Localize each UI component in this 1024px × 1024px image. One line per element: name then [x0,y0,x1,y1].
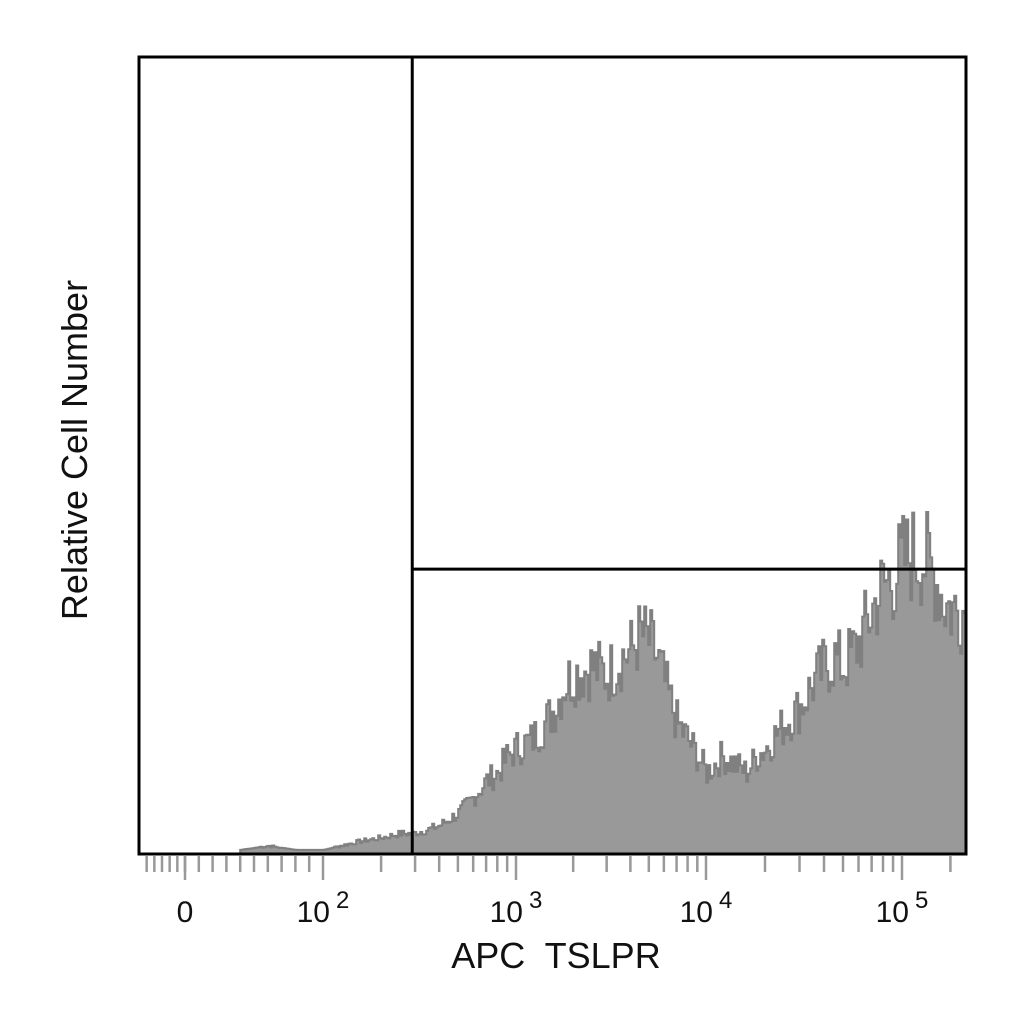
y-axis-title: Relative Cell Number [54,280,95,620]
x-tick-label: 0 [177,896,194,929]
x-tick-label: 10 5 [876,887,929,929]
minor-tick-layer [145,856,952,880]
x-tick-label: 10 3 [490,887,543,929]
histogram-series [239,511,967,855]
plot-frame [137,55,968,856]
x-axis-title: APC TSLPR [451,935,660,976]
x-tick-label: 10 2 [297,887,350,929]
gate-layer [410,57,966,854]
histogram-layer [239,511,967,855]
tick-label-layer: 0 10 2 10 3 10 4 10 5 [177,887,929,929]
x-tick-label: 10 4 [680,887,733,929]
